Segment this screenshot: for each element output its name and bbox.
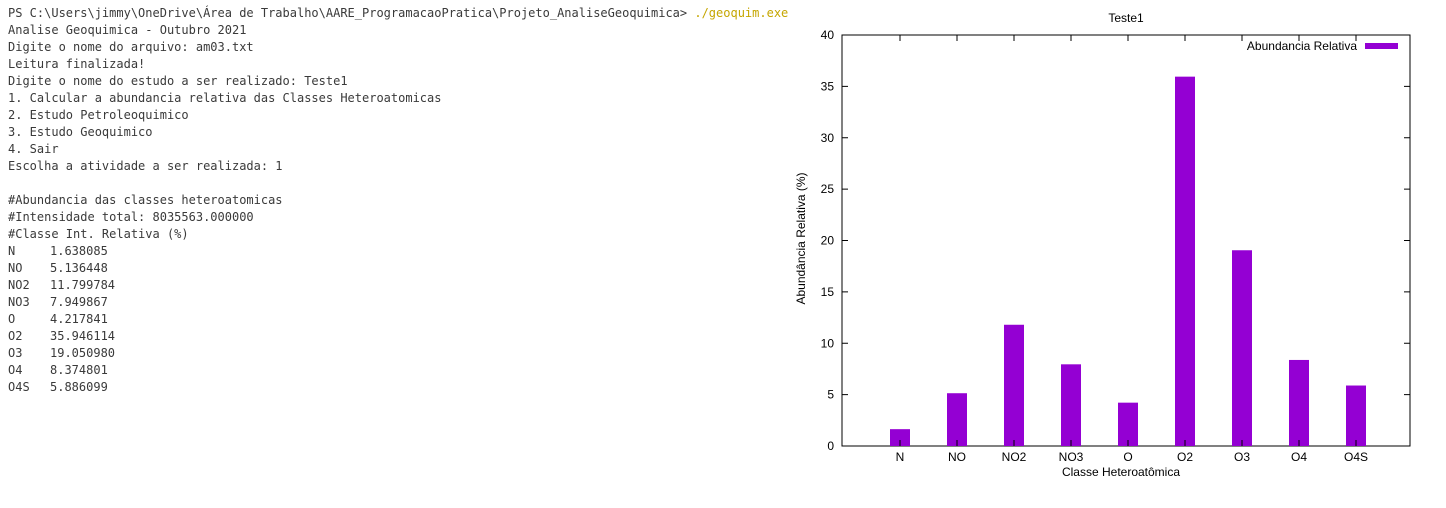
result-class: O2 [8, 329, 23, 343]
result-class: NO [8, 261, 23, 275]
y-tick-label: 5 [827, 388, 834, 402]
result-value: 19.050980 [50, 346, 116, 360]
y-tick-label: 40 [821, 28, 835, 42]
legend-label: Abundancia Relativa [1247, 39, 1357, 53]
prompt-path: PS C:\Users\jimmy\OneDrive\Área de Traba… [8, 6, 695, 20]
plot-frame [841, 34, 1411, 447]
bar [947, 393, 967, 446]
result-value: 4.217841 [50, 312, 108, 326]
result-class: O4S [8, 380, 30, 394]
bar [1346, 385, 1366, 446]
x-tick-label: NO3 [1059, 450, 1084, 464]
terminal-line: Digite o nome do arquivo: am03.txt [8, 40, 254, 54]
result-class: O [8, 312, 16, 326]
command-text: ./geoquim.exe [694, 6, 789, 20]
legend-swatch [1365, 43, 1398, 49]
bar [1004, 324, 1024, 446]
result-value: 5.136448 [50, 261, 108, 275]
y-tick-label: 35 [821, 79, 835, 93]
terminal-line: 4. Sair [8, 142, 59, 156]
terminal-line: Escolha a atividade a ser realizada: 1 [8, 159, 283, 173]
result-row: O 4.217841 [8, 311, 780, 328]
terminal-output[interactable]: PS C:\Users\jimmy\OneDrive\Área de Traba… [0, 0, 788, 503]
chart-title: Teste1 [1108, 11, 1144, 25]
terminal-line: Leitura finalizada! [8, 57, 146, 71]
bar [890, 429, 910, 446]
x-tick-label: O2 [1177, 450, 1193, 464]
terminal-line: Analise Geoquimica - Outubro 2021 [8, 23, 247, 37]
result-class: NO3 [8, 295, 30, 309]
terminal-line: 2. Estudo Petroleoquimico [8, 108, 189, 122]
terminal-line: 1. Calcular a abundancia relativa das Cl… [8, 91, 442, 105]
x-tick-label: O [1123, 450, 1132, 464]
result-row: O4S 5.886099 [8, 379, 780, 396]
y-tick-label: 25 [821, 182, 835, 196]
bar [1118, 402, 1138, 446]
result-row: NO 5.136448 [8, 260, 780, 277]
terminal-line: Digite o nome do estudo a ser realizado:… [8, 74, 348, 88]
chart-svg: Teste1 0 5 10 15 20 25 30 35 40 N NO NO2 NO3 O O2 O3 O4 O4… [794, 11, 1411, 479]
y-tick-label: 15 [821, 285, 835, 299]
x-tick-label: N [896, 450, 905, 464]
y-tick-label: 20 [821, 234, 835, 248]
result-value: 8.374801 [50, 363, 108, 377]
y-tick-label: 0 [827, 439, 834, 453]
terminal-line: 3. Estudo Geoquimico [8, 125, 153, 139]
y-tick-label: 30 [821, 131, 835, 145]
x-tick-label: O4S [1344, 450, 1368, 464]
bar [1175, 76, 1195, 446]
blank-line [8, 175, 780, 192]
x-tick-label: NO2 [1002, 450, 1027, 464]
bar [1289, 359, 1309, 446]
x-axis-label: Classe Heteroatômica [1062, 465, 1180, 479]
prompt-line: PS C:\Users\jimmy\OneDrive\Área de Traba… [8, 5, 788, 22]
x-tick-label: O4 [1291, 450, 1307, 464]
terminal-line: #Abundancia das classes heteroatomicas [8, 193, 283, 207]
bar-chart: Teste1 0 5 10 15 20 25 30 35 40 N NO NO2 NO3 O O2 O3 O4 O4… [790, 0, 1446, 503]
result-class: O3 [8, 346, 23, 360]
bar [1061, 364, 1081, 446]
result-class: O4 [8, 363, 23, 377]
terminal-line: #Intensidade total: 8035563.000000 [8, 210, 254, 224]
result-row: NO3 7.949867 [8, 294, 780, 311]
result-value: 7.949867 [50, 295, 108, 309]
result-class: N [8, 244, 16, 258]
y-tick-label: 10 [821, 336, 835, 350]
bar [1232, 250, 1252, 446]
terminal-line: #Classe Int. Relativa (%) [8, 227, 189, 241]
result-row: NO2 11.799784 [8, 277, 780, 294]
result-row: O3 19.050980 [8, 345, 780, 362]
result-class: NO2 [8, 278, 30, 292]
result-value: 1.638085 [50, 244, 108, 258]
y-axis-label: Abundância Relativa (%) [794, 172, 808, 304]
result-row: N 1.638085 [8, 243, 780, 260]
x-tick-label: NO [948, 450, 966, 464]
result-value: 35.946114 [50, 329, 116, 343]
result-value: 11.799784 [50, 278, 116, 292]
x-tick-label: O3 [1234, 450, 1250, 464]
result-row: O2 35.946114 [8, 328, 780, 345]
result-value: 5.886099 [50, 380, 108, 394]
result-row: O4 8.374801 [8, 362, 780, 379]
